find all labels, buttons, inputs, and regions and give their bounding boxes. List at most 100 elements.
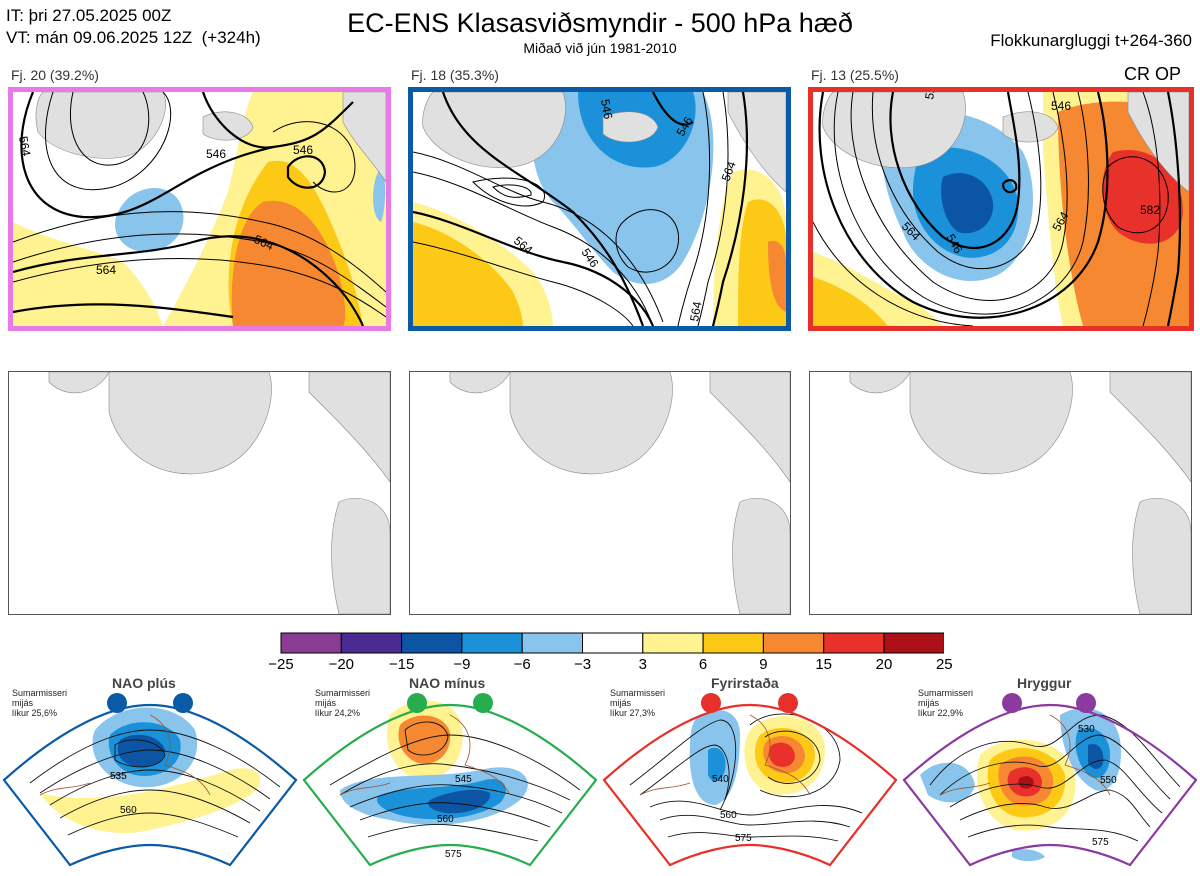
landmass-iceland xyxy=(602,111,659,143)
contour-thick xyxy=(1166,92,1182,326)
colorbar-swatch xyxy=(883,632,944,654)
contour-thick xyxy=(13,235,365,326)
colorbar-swatch xyxy=(823,632,885,654)
landmass-greenland xyxy=(422,92,566,169)
contour-label: 564 xyxy=(687,300,704,322)
contour-label: 535 xyxy=(110,771,127,782)
contour-thick xyxy=(1001,179,1018,194)
anomaly-negative-light xyxy=(115,188,184,253)
contour-thick xyxy=(818,92,1109,319)
contour-thin xyxy=(615,209,679,273)
contour-label: 546 xyxy=(293,143,313,157)
contour-thick xyxy=(889,92,1021,250)
contour xyxy=(939,734,1171,800)
contour xyxy=(764,730,821,784)
colorbar-swatch xyxy=(280,632,342,654)
contour xyxy=(629,719,737,801)
chart-title: EC-ENS Klasasviðsmyndir - 500 hPa hæð xyxy=(347,8,853,38)
base-map-2 xyxy=(409,371,791,615)
contour-thin xyxy=(413,171,654,326)
cluster-map-3: 546 528 564 546 564 582 xyxy=(808,87,1194,331)
colorbar-swatch xyxy=(340,632,403,654)
contour-thin xyxy=(1102,156,1169,234)
cluster-map-1: 564 546 546 564 564 xyxy=(8,87,391,331)
contour-label: 575 xyxy=(735,833,752,844)
contour xyxy=(67,812,239,838)
colorbar-tick-label: 15 xyxy=(815,656,833,673)
contour-label: 546 xyxy=(206,147,226,161)
landmass-scandinavia xyxy=(342,92,386,183)
contour-label: 560 xyxy=(120,805,137,816)
landmass-europe xyxy=(331,498,390,614)
regime-marker xyxy=(1076,693,1096,713)
regime-marker xyxy=(407,693,427,713)
contour xyxy=(39,749,271,800)
landmass-greenland xyxy=(35,92,166,159)
regime-title: NAO plús xyxy=(112,675,176,691)
landmass-greenland xyxy=(909,372,1073,475)
contour xyxy=(359,802,551,828)
regime-marker xyxy=(173,693,193,713)
coastline xyxy=(939,714,1111,796)
contour xyxy=(959,789,1151,828)
contour xyxy=(404,721,449,756)
contour-thick xyxy=(286,155,327,189)
fan-border xyxy=(2,703,298,867)
contour xyxy=(367,824,539,842)
anomaly-positive-medium xyxy=(413,222,523,326)
colorbar-tick-label: 6 xyxy=(698,656,708,673)
cluster-label-2: Fj. 18 (35.3%) xyxy=(411,67,499,83)
anomaly-positive-strong xyxy=(768,240,786,312)
landmass-scandinavia xyxy=(727,92,786,193)
contour-thick xyxy=(13,303,234,319)
contour xyxy=(667,832,839,842)
header-times: IT: þri 27.05.2025 00Z VT: mán 09.06.2025… xyxy=(6,5,261,49)
anomaly-positive-medium xyxy=(813,277,888,326)
contour-label: 564 xyxy=(719,159,739,183)
contour xyxy=(59,789,251,824)
landmass-europe xyxy=(1132,498,1191,614)
contour-label: 560 xyxy=(720,810,737,821)
contour xyxy=(929,714,1181,788)
contour-thin xyxy=(677,92,711,326)
cluster-map-2-svg: 546 546 564 546 564 564 xyxy=(413,92,786,326)
anomaly-negative-strong xyxy=(941,173,994,234)
colorbar-swatch xyxy=(642,632,704,654)
colorbar xyxy=(280,632,944,654)
anomaly-positive-darkest xyxy=(1018,776,1034,789)
contour-label: 546 xyxy=(1051,99,1071,113)
colorbar-swatch xyxy=(762,632,825,654)
regime-title: Hryggur xyxy=(1017,675,1072,691)
contour-thick xyxy=(20,92,274,219)
contour-thin xyxy=(871,92,1042,270)
contour-label: 575 xyxy=(1092,837,1109,848)
contour-label: 545 xyxy=(455,774,472,785)
contour-thin xyxy=(13,258,386,318)
contour-thick xyxy=(711,92,749,326)
colorbar-swatch xyxy=(461,632,523,654)
landmass-greenland xyxy=(822,92,966,169)
contour xyxy=(29,729,281,788)
control-operational-tag: CR OP xyxy=(1124,64,1182,84)
landmass-greenland xyxy=(509,372,673,475)
cluster-map-3-svg: 546 528 564 546 564 582 xyxy=(813,92,1189,326)
anomaly-positive-light xyxy=(13,222,163,326)
contour xyxy=(967,824,1139,842)
landmass-scandinavia xyxy=(308,372,390,483)
contour xyxy=(659,814,851,828)
regime-info: Sumarmisseri mijás líkur 24,2% xyxy=(315,688,371,718)
colorbar-tick-label: −25 xyxy=(268,656,294,673)
contour-thin xyxy=(813,221,974,326)
contour xyxy=(339,763,571,801)
contour-thin xyxy=(13,233,386,308)
cluster-map-1-svg: 564 546 546 564 564 xyxy=(13,92,386,326)
coastline xyxy=(39,714,211,796)
contour-thin xyxy=(45,92,172,191)
regime-title: NAO mínus xyxy=(409,675,486,691)
regime-marker xyxy=(778,693,798,713)
anomaly-positive-light xyxy=(40,768,261,834)
regime-ridge: 530 550 575 Hryggur Sumarmisseri mijás l… xyxy=(900,675,1200,871)
contour-label: 528 xyxy=(922,92,939,101)
colorbar-swatch xyxy=(702,632,764,654)
cluster-map-2: 546 546 564 546 564 564 xyxy=(408,87,791,331)
